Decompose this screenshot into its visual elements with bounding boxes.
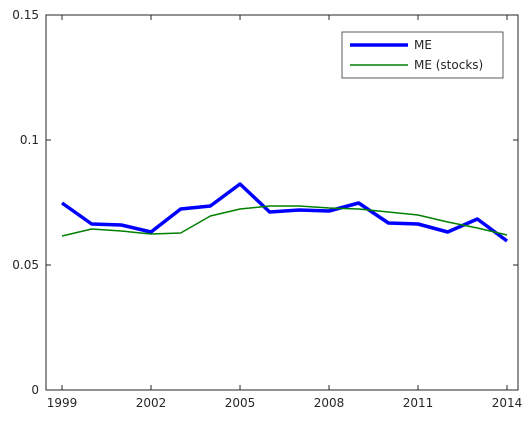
x-tick-label: 2008 — [314, 396, 345, 410]
x-tick-label: 2014 — [492, 396, 523, 410]
legend-label: ME — [414, 38, 432, 52]
legend-box — [341, 31, 504, 79]
y-tick-label: 0 — [31, 383, 39, 397]
line-series — [61, 205, 508, 237]
x-tick-label: 2002 — [136, 396, 167, 410]
y-tick-label: 0.1 — [20, 133, 39, 147]
y-tick-label: 0.15 — [12, 8, 39, 22]
line-series — [61, 182, 509, 243]
x-tick-label: 2005 — [225, 396, 256, 410]
legend-label: ME (stocks) — [414, 58, 483, 72]
x-tick-label: 1999 — [47, 396, 78, 410]
x-tick-label: 2011 — [403, 396, 434, 410]
y-tick-label: 0.05 — [12, 258, 39, 272]
